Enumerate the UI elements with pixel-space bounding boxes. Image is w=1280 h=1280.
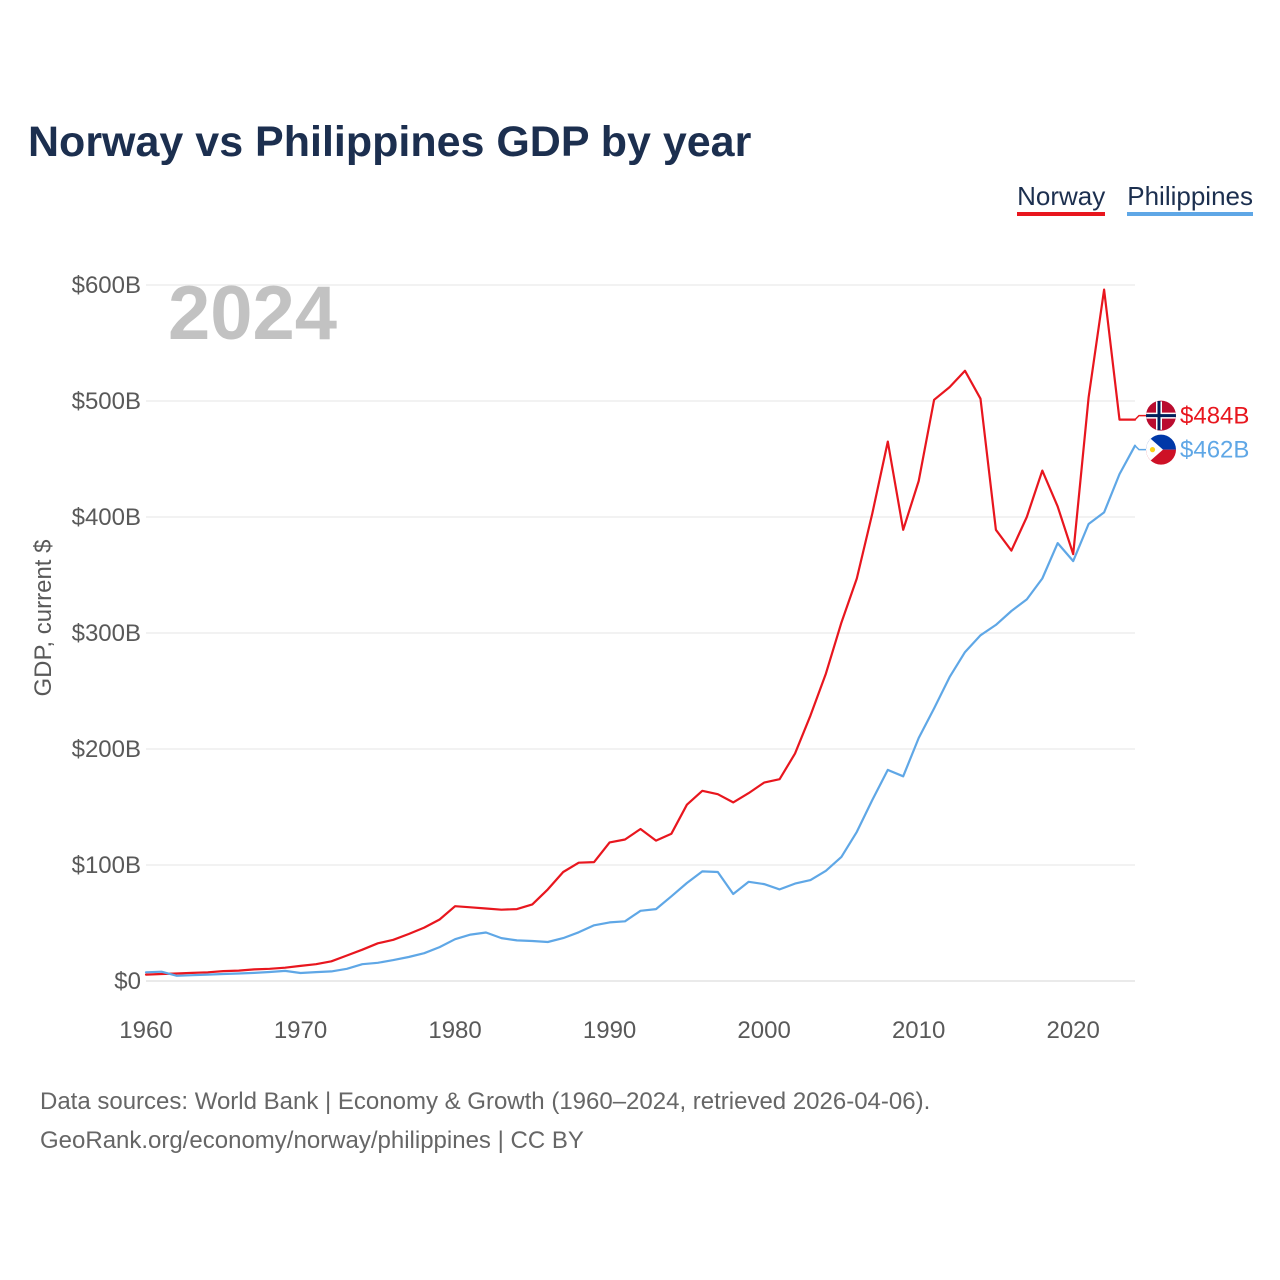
y-tick-label: $500B bbox=[72, 388, 141, 415]
y-tick-label: $300B bbox=[72, 620, 141, 647]
norway-flag-icon bbox=[1146, 400, 1176, 431]
gridlines bbox=[146, 284, 1135, 982]
end-label-philippines: $462B bbox=[1134, 434, 1249, 465]
x-axis: 1960 1970 1980 1990 2000 2010 2020 bbox=[119, 1017, 1100, 1044]
y-axis-title: GDP, current $ bbox=[30, 540, 57, 697]
source-note: Data sources: World Bank | Economy & Gro… bbox=[40, 1088, 931, 1115]
x-tick-label: 1970 bbox=[274, 1017, 327, 1044]
x-tick-label: 1980 bbox=[428, 1017, 481, 1044]
x-tick-label: 1990 bbox=[583, 1017, 636, 1044]
series-line-philippines bbox=[144, 444, 1137, 977]
x-tick-label: 2020 bbox=[1046, 1017, 1099, 1044]
legend-item-philippines[interactable]: Philippines bbox=[1127, 182, 1253, 216]
x-tick-label: 1960 bbox=[119, 1017, 172, 1044]
y-axis: $0 $100B $200B $300B $400B $500B $600B bbox=[72, 272, 141, 995]
x-tick-label: 2010 bbox=[892, 1017, 945, 1044]
end-label-norway: $484B bbox=[1134, 400, 1249, 431]
legend-item-norway[interactable]: Norway bbox=[1017, 182, 1106, 216]
series-line-norway bbox=[144, 288, 1137, 976]
year-label: 2024 bbox=[168, 271, 337, 356]
end-value-label: $484B bbox=[1180, 403, 1249, 430]
y-tick-label: $400B bbox=[72, 504, 141, 531]
chart-title: Norway vs Philippines GDP by year bbox=[28, 118, 752, 166]
legend: Norway Philippines bbox=[1017, 182, 1253, 216]
end-value-label: $462B bbox=[1180, 437, 1249, 464]
y-tick-label: $0 bbox=[114, 968, 141, 995]
end-label-connector bbox=[1134, 414, 1146, 421]
y-tick-label: $600B bbox=[72, 272, 141, 299]
x-tick-label: 2000 bbox=[737, 1017, 790, 1044]
end-label-connector bbox=[1134, 445, 1146, 451]
philippines-flag-icon bbox=[1145, 434, 1176, 465]
y-tick-label: $200B bbox=[72, 736, 141, 763]
credit-note: GeoRank.org/economy/norway/philippines |… bbox=[40, 1127, 584, 1154]
y-tick-label: $100B bbox=[72, 852, 141, 879]
